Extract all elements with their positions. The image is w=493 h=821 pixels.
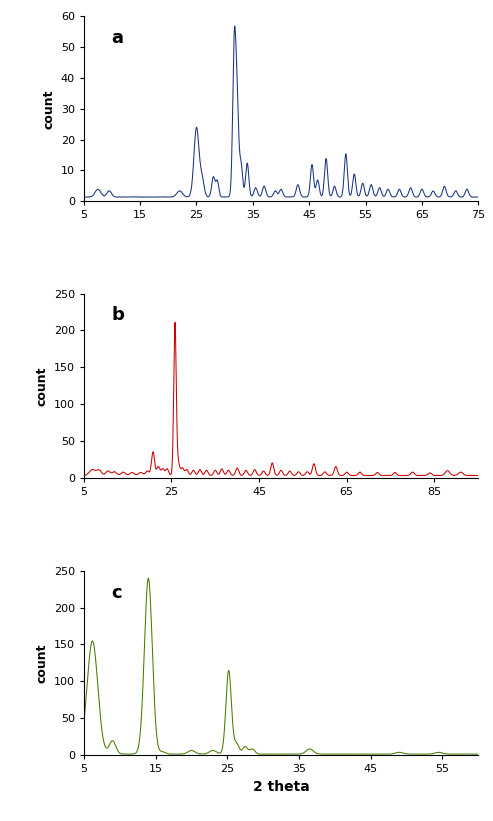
Y-axis label: count: count [35, 366, 48, 406]
X-axis label: 2 theta: 2 theta [252, 780, 310, 794]
Y-axis label: count: count [35, 643, 48, 683]
Y-axis label: count: count [42, 89, 55, 129]
Text: b: b [111, 306, 124, 324]
Text: c: c [111, 584, 122, 602]
Text: a: a [111, 30, 123, 48]
